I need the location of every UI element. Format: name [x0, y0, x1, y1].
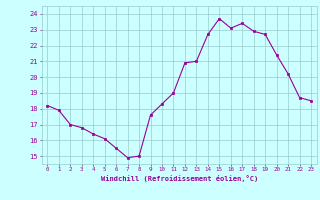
X-axis label: Windchill (Refroidissement éolien,°C): Windchill (Refroidissement éolien,°C)	[100, 175, 258, 182]
